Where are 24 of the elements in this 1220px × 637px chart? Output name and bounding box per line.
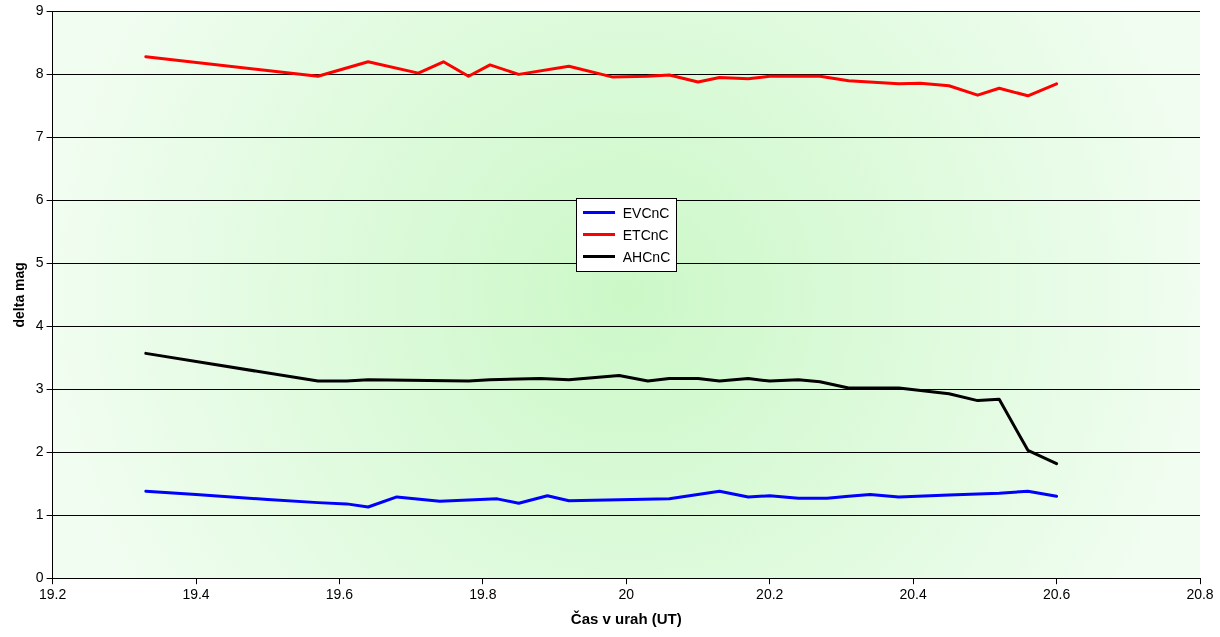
x-tick-label: 19.8 [469, 586, 497, 603]
y-tick-label: 2 [35, 443, 44, 460]
y-tick-label: 7 [35, 128, 44, 145]
y-tick-label: 5 [35, 254, 44, 271]
x-tick-label: 20.8 [1186, 586, 1214, 603]
y-tick-label: 6 [35, 191, 44, 208]
x-tick-label: 20.4 [899, 586, 927, 603]
x-tick-label: 20.6 [1042, 586, 1071, 603]
legend-label: AHCnC [622, 248, 671, 265]
y-tick-label: 8 [35, 65, 44, 82]
x-tick-label: 19.2 [38, 586, 67, 603]
y-axis-title: delta mag [11, 262, 28, 328]
y-tick-label: 4 [35, 317, 44, 334]
x-tick-label: 20 [618, 586, 635, 603]
y-tick-label: 9 [35, 2, 44, 19]
y-tick-label: 1 [35, 506, 44, 523]
y-tick-label: 3 [35, 380, 44, 397]
y-tick-label: 0 [35, 569, 44, 586]
x-tick-label: 19.4 [182, 586, 210, 603]
x-tick-label: 20.2 [756, 586, 784, 603]
x-axis-title: Čas v urah (UT) [570, 610, 682, 628]
legend-label: EVCnC [622, 204, 670, 221]
legend-label: ETCnC [622, 226, 669, 243]
x-tick-label: 19.6 [325, 586, 354, 603]
